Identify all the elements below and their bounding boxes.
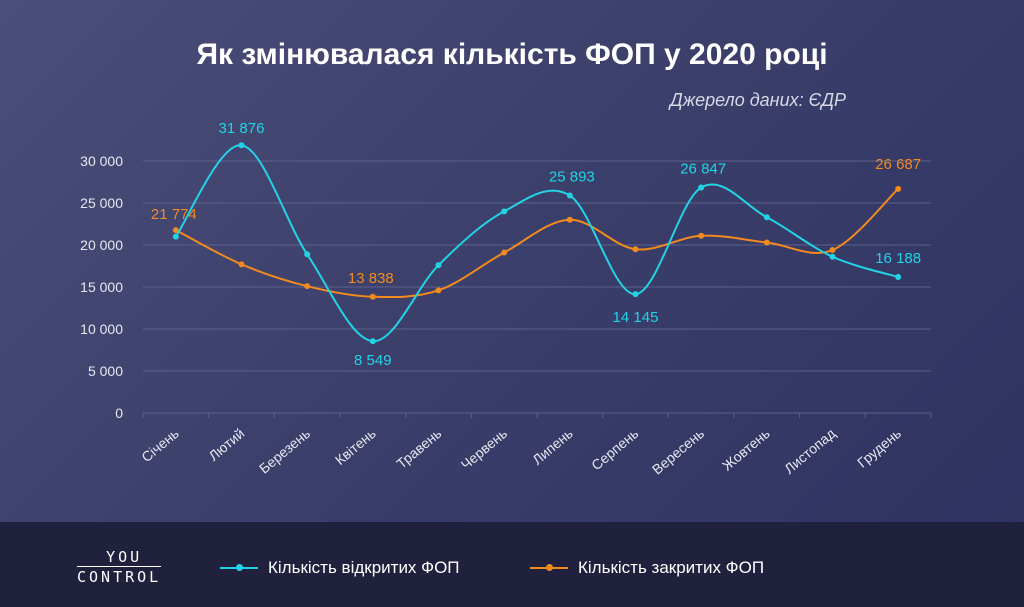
data-point-closed [304,283,311,290]
x-tick-label: Травень [393,425,444,472]
data-point-closed [632,246,639,253]
logo-line-1: YOU [106,548,143,566]
x-tick-label: Серпень [588,425,641,473]
line-chart: 0 5 000 10 000 15 000 20 000 25 000 30 000 Січе… [80,120,932,477]
series-line-closed [175,188,899,299]
legend-item-opened: Кількість відкритих ФОП [220,558,460,578]
x-tick-label: Липень [529,425,576,468]
data-label-closed: 13 838 [348,270,394,287]
data-point-opened [895,274,902,281]
data-label-opened: 8 549 [354,352,392,369]
x-tick-label: Червень [458,425,510,473]
data-label-closed: 21 774 [151,206,197,223]
data-point-opened [501,208,508,215]
data-point-closed [172,227,179,234]
data-point-closed [566,216,573,223]
data-point-closed [501,249,508,256]
youcontrol-logo: YOU CONTROL [77,548,162,586]
chart-title: Як змінювалася кількість ФОП у 2020 році [196,38,828,71]
data-label-opened: 16 188 [875,250,921,267]
legend-bar: YOU CONTROL Кількість відкритих ФОП Кіль… [0,522,1024,607]
data-point-opened [566,192,573,199]
data-point-closed [238,261,245,268]
logo-line-2: CONTROL [77,566,162,586]
data-point-opened [829,253,836,260]
x-tick-label: Січень [138,425,181,465]
x-tick-label: Лютий [205,425,247,464]
data-label-opened: 25 893 [549,168,595,185]
data-point-opened [763,214,770,221]
x-tick-label: Квітень [332,425,379,468]
x-tick-label: Грудень [854,425,904,471]
data-point-opened [632,291,639,298]
data-point-closed [369,293,376,300]
legend-swatch-closed [530,563,568,573]
data-point-opened [369,338,376,345]
y-tick-label: 20 000 [80,237,123,253]
chart-subtitle: Джерело даних: ЄДР [670,90,846,110]
data-point-closed [763,239,770,246]
data-point-opened [172,233,179,240]
legend-label-opened: Кількість відкритих ФОП [268,558,460,577]
x-tick-label: Березень [256,425,313,477]
legend-label-closed: Кількість закритих ФОП [578,558,765,577]
x-tick-label: Жовтень [719,425,773,474]
data-label-closed: 26 687 [875,156,921,173]
data-label-opened: 26 847 [680,160,726,177]
data-point-opened [304,251,311,258]
y-tick-label: 30 000 [80,153,123,169]
data-point-opened [435,262,442,269]
data-point-closed [829,247,836,254]
y-tick-label: 15 000 [80,279,123,295]
series-line-opened [175,144,899,343]
y-tick-label: 10 000 [80,321,123,337]
y-tick-label: 5 000 [88,363,123,379]
data-point-opened [698,184,705,191]
data-point-closed [435,287,442,294]
x-tick-label: Листопад [781,425,838,477]
data-label-opened: 14 145 [613,309,659,326]
y-tick-label: 25 000 [80,195,123,211]
y-tick-label: 0 [115,405,123,421]
data-label-opened: 31 876 [219,120,265,137]
legend-swatch-opened [220,563,258,573]
data-point-closed [895,185,902,192]
legend-item-closed: Кількість закритих ФОП [530,558,764,578]
x-tick-label: Вересень [649,425,707,477]
data-point-closed [698,232,705,239]
data-point-opened [238,142,245,149]
